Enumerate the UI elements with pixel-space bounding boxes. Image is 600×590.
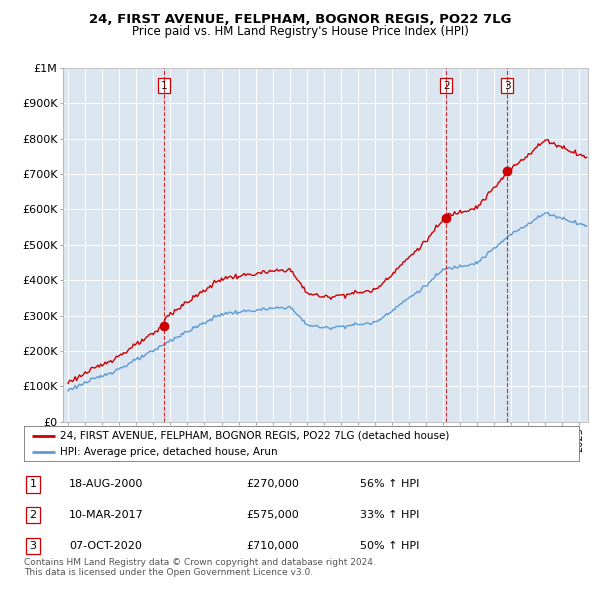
Text: 24, FIRST AVENUE, FELPHAM, BOGNOR REGIS, PO22 7LG (detached house): 24, FIRST AVENUE, FELPHAM, BOGNOR REGIS,… xyxy=(60,431,449,441)
Text: 3: 3 xyxy=(504,81,511,90)
Text: 10-MAR-2017: 10-MAR-2017 xyxy=(69,510,144,520)
Text: 07-OCT-2020: 07-OCT-2020 xyxy=(69,541,142,550)
Text: Contains HM Land Registry data © Crown copyright and database right 2024.
This d: Contains HM Land Registry data © Crown c… xyxy=(24,558,376,577)
Text: 24, FIRST AVENUE, FELPHAM, BOGNOR REGIS, PO22 7LG: 24, FIRST AVENUE, FELPHAM, BOGNOR REGIS,… xyxy=(89,13,511,26)
Text: Price paid vs. HM Land Registry's House Price Index (HPI): Price paid vs. HM Land Registry's House … xyxy=(131,25,469,38)
Text: HPI: Average price, detached house, Arun: HPI: Average price, detached house, Arun xyxy=(60,447,278,457)
Text: £575,000: £575,000 xyxy=(246,510,299,520)
Text: 1: 1 xyxy=(29,480,37,489)
Text: 33% ↑ HPI: 33% ↑ HPI xyxy=(360,510,419,520)
Text: £270,000: £270,000 xyxy=(246,480,299,489)
Text: 3: 3 xyxy=(29,541,37,550)
Text: 2: 2 xyxy=(443,81,449,90)
Text: 18-AUG-2000: 18-AUG-2000 xyxy=(69,480,143,489)
Text: 50% ↑ HPI: 50% ↑ HPI xyxy=(360,541,419,550)
Text: 56% ↑ HPI: 56% ↑ HPI xyxy=(360,480,419,489)
Text: £710,000: £710,000 xyxy=(246,541,299,550)
Text: 2: 2 xyxy=(29,510,37,520)
Text: 1: 1 xyxy=(161,81,167,90)
